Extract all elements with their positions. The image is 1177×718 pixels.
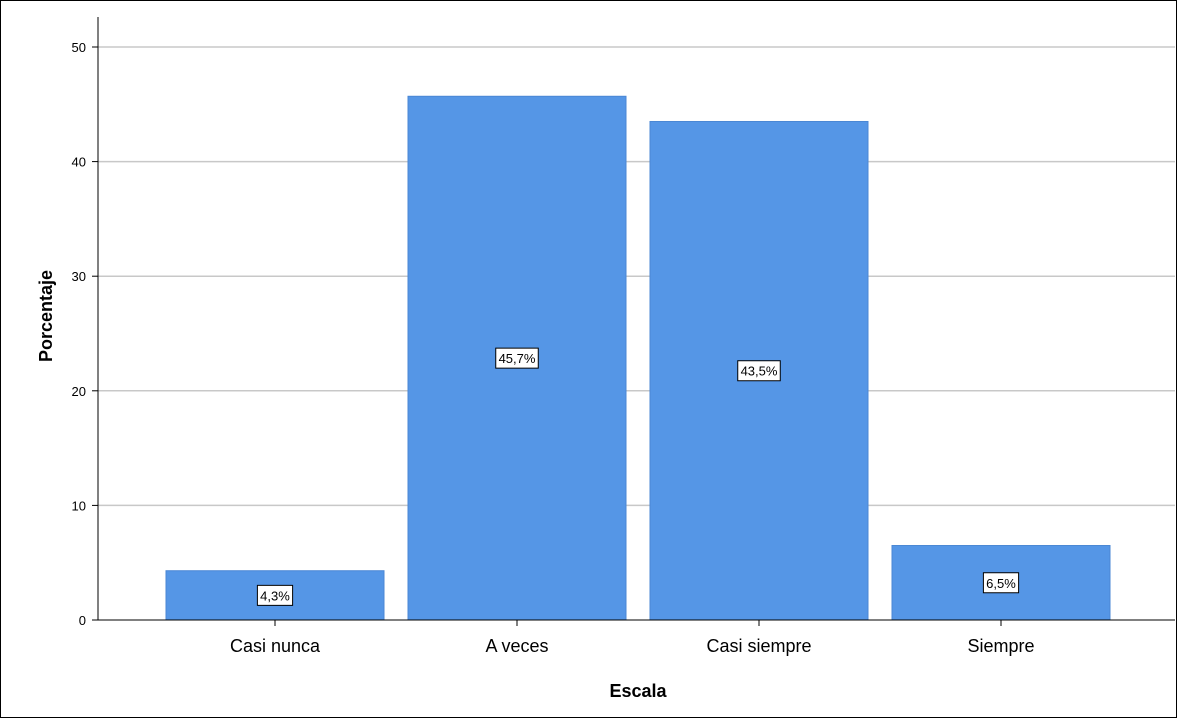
bars	[165, 95, 1111, 621]
data-label: 6,5%	[986, 576, 1016, 591]
gridlines	[98, 46, 1175, 507]
x-axis-ticks: Casi nunca A veces Casi siempre Siempre	[230, 620, 1035, 656]
x-tick-label: Casi nunca	[230, 636, 321, 656]
x-tick-label: Casi siempre	[706, 636, 811, 656]
x-tick-label: Siempre	[967, 636, 1034, 656]
data-label: 45,7%	[499, 351, 536, 366]
data-label-box	[982, 572, 1020, 594]
y-tick-label: 20	[72, 384, 86, 399]
x-axis-title: Escala	[609, 681, 667, 701]
data-label-box	[256, 584, 294, 606]
data-label-box	[737, 360, 781, 382]
data-labels: 4,3% 45,7% 43,5% 6,5%	[256, 347, 1020, 606]
data-label: 4,3%	[260, 588, 290, 603]
y-tick-label: 40	[72, 155, 86, 170]
data-label-box	[495, 347, 539, 369]
y-axis-title: Porcentaje	[36, 270, 56, 362]
y-tick-label: 10	[72, 498, 86, 513]
data-label: 43,5%	[741, 364, 778, 379]
x-tick-label: A veces	[485, 636, 548, 656]
y-axis-ticks: 0 10 20 30 40 50	[72, 17, 99, 628]
y-tick-label: 30	[72, 269, 86, 284]
y-tick-label: 0	[79, 613, 86, 628]
y-tick-label: 50	[72, 40, 86, 55]
